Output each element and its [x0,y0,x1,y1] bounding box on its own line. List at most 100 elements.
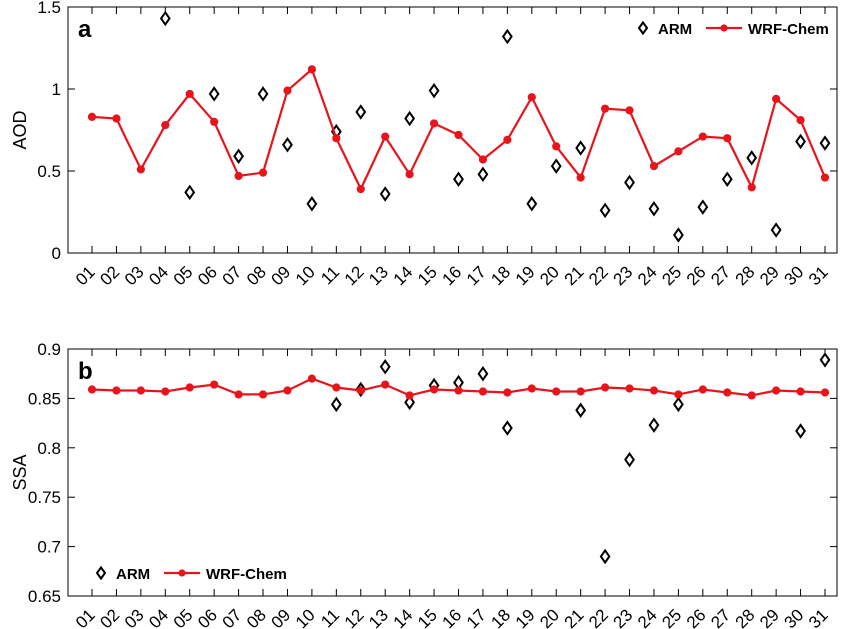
data-point-arm [648,200,660,217]
data-point-arm [184,184,196,201]
x-tick-label: 16 [439,605,466,629]
y-tick-label: 1 [52,80,61,99]
x-tick-label: 09 [267,262,294,289]
x-tick-label: 12 [341,262,368,289]
data-point-wrf-chem [136,386,145,395]
data-point-wrf-chem [723,388,732,397]
data-point-wrf-chem [503,135,512,144]
data-point-wrf-chem [283,86,292,95]
data-point-arm [550,158,562,174]
data-point-wrf-chem [87,112,97,121]
y-tick-label: 0.75 [28,488,61,507]
data-point-arm [501,420,513,436]
y-tick-label: 0.9 [37,340,61,359]
x-tick-label: 06 [194,605,221,629]
data-point-wrf-chem [381,380,390,389]
x-tick-label: 21 [561,262,588,289]
plot-frame [67,6,838,254]
x-tick-label: 08 [243,605,270,629]
x-tick-label: 07 [219,605,246,629]
data-point-wrf-chem [772,386,781,395]
data-point-wrf-chem [601,383,610,392]
x-tick-label: 29 [756,605,783,629]
data-point-arm [526,196,538,212]
y-tick-label: 0 [52,244,61,263]
x-tick-label: 18 [487,605,514,629]
legend: ARM WRF-Chem [95,565,287,583]
x-tick-label: 17 [463,605,490,629]
data-point-wrf-chem [527,93,536,102]
data-point-arm [453,171,464,187]
legend-label-wrf-chem: WRF-Chem [748,21,829,38]
y-tick-label: 0.7 [37,538,61,557]
data-point-wrf-chem [674,147,683,156]
data-point-arm [257,86,269,102]
x-tick-label: 22 [585,605,612,629]
x-tick-label: 19 [512,262,539,289]
x-tick-label: 28 [732,262,759,289]
data-point-wrf-chem [552,387,561,396]
data-point-arm [501,28,513,45]
x-tick-label: 19 [512,605,539,629]
legend-marker-wrf-chem [720,24,728,32]
data-point-wrf-chem [429,119,439,128]
y-tick-label: 0.8 [37,439,61,458]
x-tick-label: 03 [121,262,148,289]
data-point-wrf-chem [503,388,512,397]
data-point-arm [819,135,831,151]
y-tick-label: 0.5 [37,162,61,181]
data-point-wrf-chem [478,155,488,164]
data-point-arm [721,171,733,187]
data-point-wrf-chem [576,173,585,182]
data-point-wrf-chem [258,168,268,177]
data-point-arm [819,352,831,368]
data-point-wrf-chem [185,383,194,392]
x-tick-label: 25 [658,605,685,629]
x-tick-label: 01 [72,605,99,629]
x-tick-label: 29 [756,262,783,289]
x-tick-label: 13 [365,262,392,289]
x-tick-label: 20 [536,605,563,629]
data-point-wrf-chem [601,104,610,113]
data-point-arm [330,396,342,413]
data-point-arm [404,110,416,127]
x-tick-label: 14 [390,605,417,629]
x-tick-label: 31 [805,605,832,629]
x-tick-label: 30 [781,605,808,629]
x-tick-label: 27 [707,262,734,289]
data-point-wrf-chem [136,165,145,174]
legend-marker-arm [95,565,107,581]
x-tick-label: 02 [96,262,123,289]
data-point-wrf-chem [210,380,219,389]
x-tick-label: 22 [585,262,612,289]
x-tick-label: 10 [292,605,319,629]
data-point-arm [697,199,709,215]
y-axis-label: AOD [10,110,30,149]
data-point-wrf-chem [454,386,463,395]
data-point-wrf-chem [820,388,830,397]
data-point-wrf-chem [698,132,707,141]
x-tick-label: 20 [536,262,563,289]
data-point-wrf-chem [210,117,219,126]
data-point-arm [648,417,660,433]
x-tick-label: 28 [732,605,759,629]
data-point-wrf-chem [332,134,341,143]
x-tick-label: 23 [610,605,637,629]
chart-panel-a: 0 0.5 1 1.5 01020304050607080910111213141516… [10,0,838,289]
x-tick-label: 24 [634,605,661,629]
data-point-arm [795,133,806,150]
data-point-arm [282,137,293,153]
data-point-wrf-chem [185,89,194,99]
data-point-wrf-chem [698,385,707,394]
x-tick-label: 01 [72,262,99,289]
x-tick-label: 23 [610,262,637,289]
data-point-wrf-chem [429,385,439,394]
x-tick-label: 18 [487,262,514,289]
data-point-wrf-chem [356,386,365,395]
data-point-arm [599,202,611,219]
data-point-wrf-chem [112,114,121,123]
data-point-wrf-chem [796,116,805,125]
x-tick-label: 05 [170,605,197,629]
x-tick-label: 02 [96,605,123,629]
